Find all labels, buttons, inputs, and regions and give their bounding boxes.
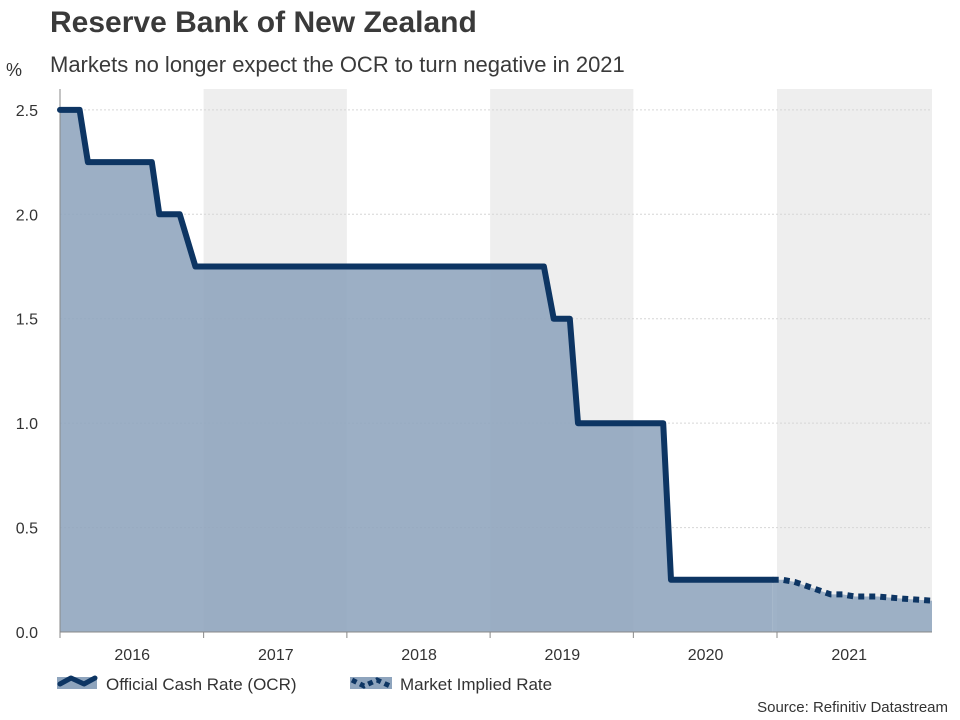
legend-label-market: Market Implied Rate — [400, 675, 552, 694]
y-tick-label: 2.5 — [16, 103, 38, 120]
y-axis-unit: % — [6, 60, 23, 80]
legend-label-ocr: Official Cash Rate (OCR) — [106, 675, 297, 694]
x-tick-label: 2018 — [401, 647, 437, 664]
x-tick-label: 2016 — [114, 647, 150, 664]
market-implied-line — [772, 576, 933, 604]
x-tick-label: 2019 — [545, 647, 581, 664]
legend-swatch-market-line — [350, 677, 392, 689]
shaded-band — [776, 89, 932, 632]
ocr-line — [57, 106, 776, 583]
x-tick-label: 2021 — [831, 647, 867, 664]
tick-labels: 0.0 0.5 1.0 1.5 2.0 2.5 2016 2017 2018 2019 2020 20… — [16, 103, 867, 664]
y-tick-label: 1.5 — [16, 312, 38, 329]
y-tick-label: 0.0 — [16, 625, 38, 642]
y-tick-label: 0.5 — [16, 521, 38, 538]
area-fills — [60, 109, 932, 632]
ocr-area — [60, 109, 773, 632]
axes — [59, 89, 932, 638]
x-tick-label: 2020 — [688, 647, 724, 664]
chart-subtitle: Markets no longer expect the OCR to turn… — [50, 52, 625, 77]
chart-title: Reserve Bank of New Zealand — [50, 6, 477, 39]
market-implied-area — [772, 579, 932, 632]
y-tick-label: 1.0 — [16, 416, 38, 433]
legend: Official Cash Rate (OCR) Market Implied R… — [57, 675, 552, 694]
x-tick-label: 2017 — [258, 647, 294, 664]
legend-swatch-ocr-line — [57, 675, 98, 687]
y-tick-label: 2.0 — [16, 207, 38, 224]
source-note: Source: Refinitiv Datastream — [757, 699, 948, 716]
series-lines — [57, 106, 933, 604]
